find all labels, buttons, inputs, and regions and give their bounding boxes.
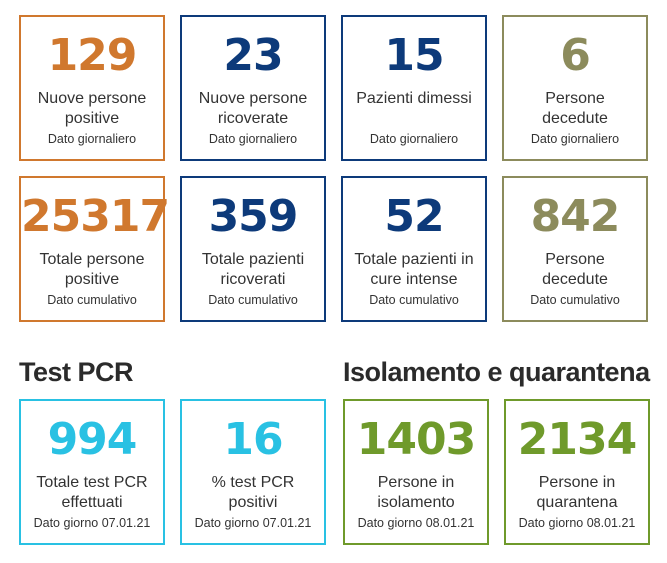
card-value: 359 [208,191,299,242]
card-label: Nuove persone ricoverate [198,90,308,127]
card-subtitle: Dato giornaliero [369,132,459,146]
card-subtitle: Dato cumulativo [208,293,298,307]
card-label: Totale pazienti in cure intense [354,251,474,288]
card-subtitle: Dato giornaliero [530,132,620,146]
card-new-deceased: 6 Persone decedute Dato giornaliero [502,15,648,161]
card-label: Totale pazienti ricoverati [201,251,305,288]
card-quarantine: 2134 Persone in quarantena Dato giorno 08… [504,399,650,545]
card-value: 994 [47,414,138,465]
card-subtitle: Dato giorno 07.01.21 [194,516,312,530]
card-pcr-positive-percent: 16 % test PCR positivi Dato giorno 07.01.… [180,399,326,545]
card-value: 25317 [21,191,170,242]
card-total-positive: 25317 Totale persone positive Dato cumula… [19,176,170,322]
card-value: 1403 [356,414,476,465]
card-value: 129 [47,30,138,81]
card-total-pcr-tests: 994 Totale test PCR effettuati Dato giorn… [19,399,165,545]
card-total-deceased: 842 Persone decedute Dato cumulativo [502,176,648,322]
card-subtitle: Dato cumulativo [47,293,137,307]
card-value: 52 [384,191,444,242]
card-value: 15 [384,30,444,81]
card-value: 6 [560,30,591,81]
card-subtitle: Dato cumulativo [530,293,620,307]
card-subtitle: Dato cumulativo [369,293,459,307]
card-subtitle: Dato giorno 07.01.21 [33,516,151,530]
section-title-isolation: Isolamento e quarantena [343,357,650,387]
card-subtitle: Dato giorno 08.01.21 [518,516,636,530]
card-value: 16 [223,414,283,465]
card-subtitle: Dato giornaliero [208,132,298,146]
card-label: Pazienti dimessi [356,90,472,107]
card-subtitle: Dato giornaliero [47,132,137,146]
card-new-positive: 129 Nuove persone positive Dato giornalie… [19,15,165,161]
card-total-hospitalized: 359 Totale pazienti ricoverati Dato cumul… [180,176,326,322]
card-label: Persone decedute [542,251,608,288]
card-label: Totale test PCR effettuati [36,474,148,511]
card-label: % test PCR positivi [211,474,295,511]
card-label: Persone decedute [542,90,608,127]
section-title-test-pcr: Test PCR [19,357,134,387]
card-isolation: 1403 Persone in isolamento Dato giorno 08… [343,399,489,545]
card-value: 23 [223,30,283,81]
card-label: Nuove persone positive [37,90,147,127]
card-new-hospitalized: 23 Nuove persone ricoverate Dato giornali… [180,15,326,161]
card-total-intensive-care: 52 Totale pazienti in cure intense Dato c… [341,176,487,322]
card-value: 842 [530,191,621,242]
card-discharged: 15 Pazienti dimessi Dato giornaliero [341,15,487,161]
card-value: 2134 [517,414,637,465]
card-label: Persone in isolamento [377,474,455,511]
card-subtitle: Dato giorno 08.01.21 [357,516,475,530]
card-label: Totale persone positive [39,251,145,288]
card-label: Persone in quarantena [536,474,618,511]
